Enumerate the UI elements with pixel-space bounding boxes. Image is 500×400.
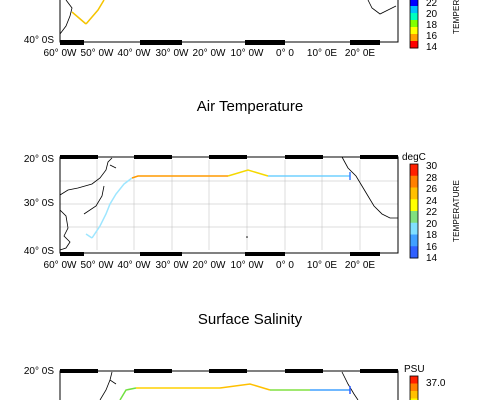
colorbar-tick-label: 30 (426, 161, 438, 172)
map-panel-top (59, 0, 399, 45)
colorbar-air-temperature (409, 163, 419, 259)
x-tick-label: 40° 0W (117, 48, 151, 59)
colorbar-segment (410, 376, 418, 384)
colorbar-axis-label: TEMPERATURE (452, 0, 461, 34)
colorbar-segment (410, 0, 418, 7)
colorbar-segment (410, 234, 418, 247)
colorbar-tick-label: 14 (426, 253, 438, 264)
x-tick-label: 10° 0E (306, 260, 338, 271)
colorbar-tick-label: 24 (426, 195, 438, 207)
x-tick-label: 20° 0W (192, 48, 226, 59)
x-tick-label: 20° 0E (344, 260, 376, 271)
x-tick-label: 40° 0W (117, 260, 151, 271)
colorbar-unit: PSU (404, 364, 425, 375)
map-panel-surface-salinity (59, 369, 399, 400)
map-panel-air-temperature (59, 155, 399, 256)
x-tick-label: 0° 0 (276, 48, 294, 59)
x-tick-label: 50° 0W (80, 48, 114, 59)
colorbar-tick-label: 26 (426, 184, 438, 195)
colorbar-outline (409, 0, 419, 49)
colorbar-tick-label: 20 (426, 9, 438, 20)
x-tick-label: 30° 0W (155, 48, 189, 59)
x-tick-label: 10° 0W (230, 48, 264, 59)
colorbar-segment (410, 20, 418, 28)
colorbar-segment (410, 383, 418, 392)
x-tick-label: 50° 0W (80, 260, 114, 271)
colorbar-tick-label: 16 (426, 241, 438, 253)
panel-title: Surface Salinity (197, 311, 303, 328)
colorbar-axis-label: TEMPERATURE (452, 179, 461, 242)
colorbar-segment (410, 199, 418, 212)
y-tick-label: 20° 0S (23, 366, 54, 377)
colorbar-tick-label: 37.0 (426, 378, 446, 389)
colorbar-outline (409, 375, 419, 400)
x-tick-label: 0° 0 (276, 260, 294, 271)
colorbar-top (409, 0, 419, 49)
colorbar-tick-label: 22 (426, 0, 438, 9)
x-tick-label: 20° 0W (192, 260, 226, 271)
colorbar-segment (410, 27, 418, 35)
colorbar-outline (409, 163, 419, 259)
colorbar-tick-label: 22 (426, 207, 438, 218)
colorbar-segment (410, 398, 418, 400)
colorbar-tick-label: 28 (426, 172, 438, 184)
x-tick-label: 60° 0W (43, 48, 77, 59)
x-tick-label: 10° 0E (306, 48, 338, 59)
x-tick-label: 30° 0W (155, 260, 189, 271)
y-tick-label: 20° 0S (23, 154, 54, 165)
colorbar-tick-label: 18 (426, 20, 438, 31)
x-tick-label: 60° 0W (43, 260, 77, 271)
colorbar-tick-label: 20 (426, 218, 438, 230)
colorbar-tick-label: 14 (426, 42, 438, 53)
y-tick-label: 40° 0S (23, 35, 54, 46)
y-tick-label: 40° 0S (23, 246, 54, 257)
colorbar-segment (410, 222, 418, 235)
colorbar-segment (410, 211, 418, 224)
x-tick-label: 10° 0W (230, 260, 264, 271)
colorbar-segment (410, 391, 418, 399)
y-tick-label: 30° 0S (23, 198, 54, 209)
colorbar-segment (410, 41, 418, 49)
colorbar-segment (410, 187, 418, 200)
colorbar-segment (410, 164, 418, 177)
colorbar-tick-label: 16 (426, 31, 438, 42)
colorbar-segment (410, 6, 418, 14)
colorbar-tick-label: 18 (426, 230, 438, 241)
x-tick-label: 20° 0E (344, 48, 376, 59)
colorbar-segment (410, 246, 418, 259)
colorbar-segment (410, 175, 418, 188)
colorbar-salinity (409, 375, 419, 400)
colorbar-unit: degC (402, 152, 426, 163)
colorbar-segment (410, 34, 418, 42)
panel-title: Air Temperature (196, 98, 304, 115)
colorbar-segment (410, 13, 418, 21)
